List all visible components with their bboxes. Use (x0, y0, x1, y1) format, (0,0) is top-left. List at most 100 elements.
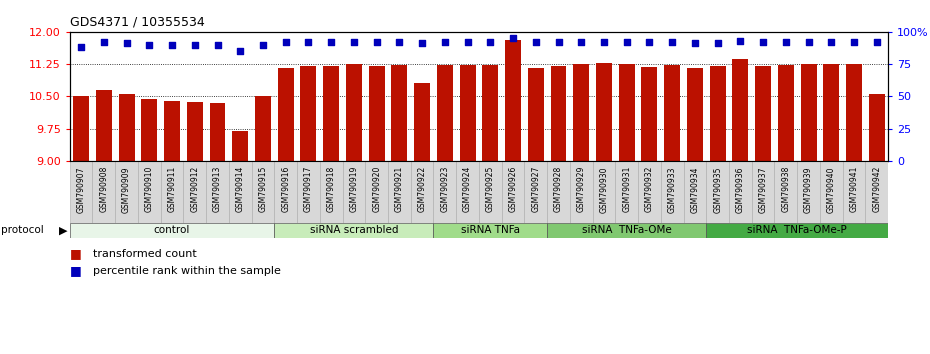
Text: GSM790920: GSM790920 (372, 166, 381, 212)
Bar (661, 161, 684, 223)
Bar (573, 64, 590, 161)
Point (301, 39, 316, 45)
Bar (278, 68, 294, 161)
Point (642, 39, 657, 45)
Bar (115, 161, 138, 223)
Bar (433, 223, 547, 238)
Bar (775, 161, 797, 223)
Point (619, 39, 634, 45)
Bar (320, 161, 342, 223)
Text: GSM790910: GSM790910 (145, 166, 153, 212)
Bar (483, 65, 498, 161)
Bar (457, 161, 479, 223)
Bar (505, 40, 521, 161)
Point (824, 39, 839, 45)
Point (506, 35, 521, 41)
Text: GSM790935: GSM790935 (713, 166, 723, 212)
Bar (751, 161, 775, 223)
Bar (411, 161, 433, 223)
Bar (820, 161, 843, 223)
Bar (755, 66, 771, 161)
Text: GSM790942: GSM790942 (872, 166, 882, 212)
Text: transformed count: transformed count (93, 249, 197, 259)
Text: GSM790932: GSM790932 (644, 166, 654, 212)
Point (596, 39, 611, 45)
Text: GSM790940: GSM790940 (827, 166, 836, 212)
Bar (164, 101, 180, 161)
Bar (733, 59, 749, 161)
Point (392, 39, 406, 45)
Text: GSM790934: GSM790934 (690, 166, 699, 212)
Bar (459, 65, 475, 161)
Bar (232, 131, 248, 161)
Point (415, 41, 430, 46)
Bar (96, 90, 112, 161)
Bar (684, 161, 706, 223)
Bar (70, 161, 92, 223)
Text: GSM790929: GSM790929 (577, 166, 586, 212)
Point (711, 41, 725, 46)
Bar (570, 161, 592, 223)
Point (460, 39, 475, 45)
Bar (687, 68, 703, 161)
Bar (183, 161, 206, 223)
Bar (161, 161, 183, 223)
Point (232, 48, 247, 54)
Bar (187, 102, 203, 161)
Bar (73, 97, 89, 161)
Bar (706, 161, 729, 223)
Bar (869, 94, 884, 161)
Bar (866, 161, 888, 223)
Text: GSM790918: GSM790918 (326, 166, 336, 212)
Text: GSM790936: GSM790936 (736, 166, 745, 212)
Text: GSM790916: GSM790916 (281, 166, 290, 212)
Point (551, 39, 566, 45)
Text: GSM790909: GSM790909 (122, 166, 131, 212)
Text: ▶: ▶ (59, 225, 67, 235)
Point (574, 39, 589, 45)
Point (870, 39, 884, 45)
Text: GSM790925: GSM790925 (485, 166, 495, 212)
Text: GSM790919: GSM790919 (350, 166, 358, 212)
Point (187, 42, 202, 48)
Bar (777, 65, 794, 161)
Bar (274, 161, 297, 223)
Point (756, 39, 771, 45)
Bar (797, 161, 820, 223)
Point (210, 42, 225, 48)
Text: siRNA  TNFa-OMe-P: siRNA TNFa-OMe-P (748, 225, 847, 235)
Bar (141, 99, 157, 161)
Bar (592, 161, 616, 223)
Bar (388, 161, 411, 223)
Point (778, 39, 793, 45)
Point (369, 39, 384, 45)
Bar (138, 161, 161, 223)
Point (97, 39, 112, 45)
Bar (300, 66, 316, 161)
Text: GSM790939: GSM790939 (804, 166, 813, 212)
Bar (70, 223, 274, 238)
Bar (92, 161, 115, 223)
Text: GDS4371 / 10355534: GDS4371 / 10355534 (70, 16, 205, 29)
Bar (209, 103, 225, 161)
Bar (346, 64, 362, 161)
Text: GSM790923: GSM790923 (440, 166, 449, 212)
Bar (437, 65, 453, 161)
Text: GSM790921: GSM790921 (395, 166, 404, 212)
Bar (479, 161, 501, 223)
Point (324, 39, 339, 45)
Bar (664, 65, 680, 161)
Text: percentile rank within the sample: percentile rank within the sample (93, 266, 281, 276)
Bar (525, 161, 547, 223)
Bar (547, 223, 706, 238)
Point (665, 39, 680, 45)
Bar (433, 161, 457, 223)
Text: GSM790941: GSM790941 (849, 166, 858, 212)
Point (687, 41, 702, 46)
Text: GSM790912: GSM790912 (191, 166, 199, 212)
Bar (119, 94, 135, 161)
Point (142, 42, 157, 48)
Text: ■: ■ (70, 264, 82, 277)
Text: GSM790915: GSM790915 (259, 166, 268, 212)
Bar (801, 64, 817, 161)
